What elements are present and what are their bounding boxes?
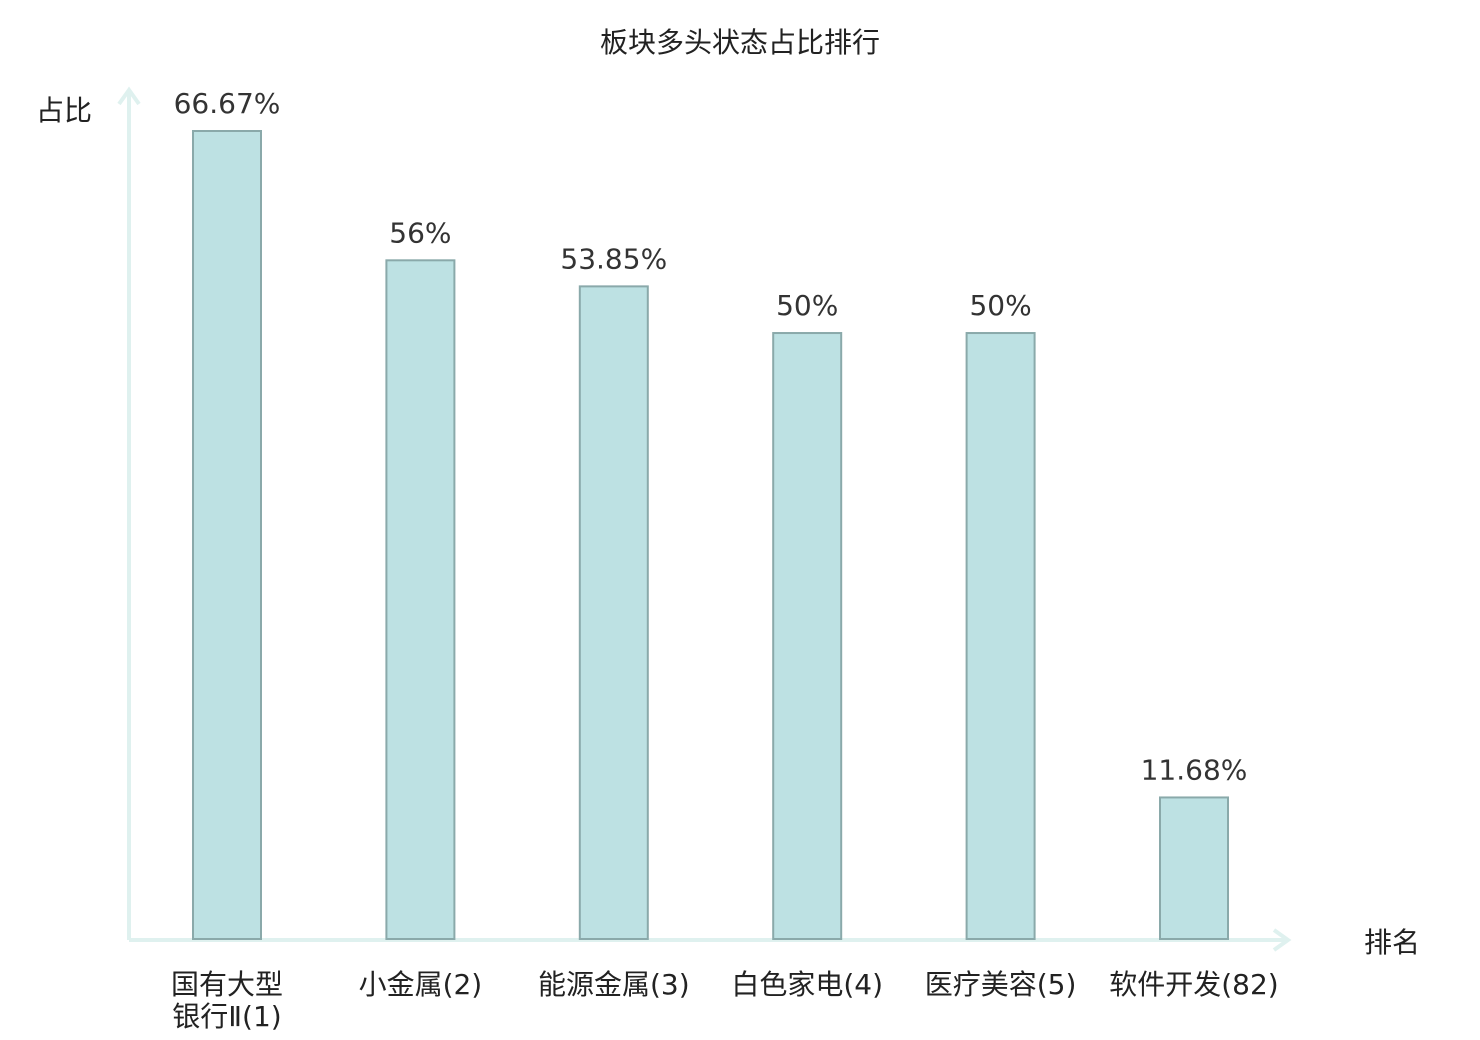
x-tick-label-1-line-1: 国有大型 xyxy=(171,968,283,1001)
chart-title: 板块多头状态占比排行 xyxy=(600,26,880,59)
x-axis-arrow xyxy=(1272,928,1292,952)
bar-3 xyxy=(578,285,649,941)
x-tick-label-2: 小金属(2) xyxy=(359,968,483,1001)
bar-1 xyxy=(192,130,262,940)
bar-2 xyxy=(385,259,456,940)
x-tick-label-1-line-2: 银行Ⅱ(1) xyxy=(172,1000,281,1033)
value-label-1: 66.67% xyxy=(174,87,281,120)
bar-4 xyxy=(772,332,843,941)
value-label-5: 50% xyxy=(969,289,1031,322)
bars xyxy=(192,130,1229,941)
value-label-4: 50% xyxy=(776,289,838,322)
bar-5 xyxy=(965,332,1036,941)
x-tick-label-6: 软件开发(82) xyxy=(1109,968,1278,1001)
value-label-6: 11.68% xyxy=(1141,753,1248,786)
value-label-2: 56% xyxy=(389,216,451,249)
x-tick-label-4: 白色家电(4) xyxy=(731,968,883,1001)
bar-6 xyxy=(1159,796,1229,941)
y-axis-title: 占比 xyxy=(36,94,92,127)
y-axis-arrow xyxy=(117,86,141,106)
x-tick-label-3: 能源金属(3) xyxy=(538,968,690,1001)
x-tick-label-5: 医疗美容(5) xyxy=(925,968,1077,1001)
axes xyxy=(117,86,1292,952)
value-labels: 66.67% 56% 53.85% 50% 50% 11.68% xyxy=(174,87,1248,786)
value-label-3: 53.85% xyxy=(560,242,667,275)
x-axis-title: 排名 xyxy=(1364,926,1420,959)
